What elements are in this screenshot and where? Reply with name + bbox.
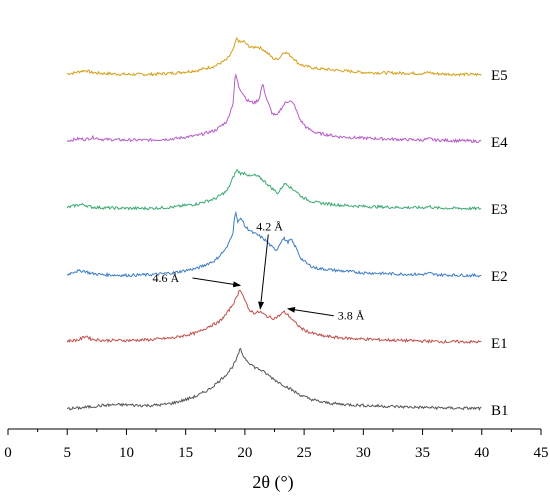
peak-annotation-arrow [192,277,242,288]
series-label-e2: E2 [491,269,508,285]
peak-annotation-label: 4.6 Å [153,271,180,285]
peak-annotation-label: 4.2 Å [256,219,283,233]
x-tick-label: 5 [63,445,71,461]
x-tick-label: 15 [178,445,193,461]
x-tick-label: 40 [474,445,489,461]
x-tick-label: 30 [356,445,371,461]
x-tick-label: 10 [119,445,134,461]
x-tick-label: 25 [297,445,312,461]
peak-annotation-arrow [286,306,334,317]
series-line-e2 [66,210,482,278]
x-axis-label: 2θ (°) [252,472,293,493]
x-tick-label: 45 [534,445,549,461]
annotation-layer: 4.6 Å 4.2 Å 3.8 Å [153,219,365,322]
series-line-e1 [66,289,482,344]
series-line-e3 [66,169,482,211]
peak-annotation-arrow [258,234,269,310]
x-tick-label: 35 [415,445,430,461]
series-line-b1 [66,347,482,411]
series-line-e5 [67,36,482,77]
series-label-e4: E4 [491,135,508,151]
series-line-e4 [66,72,482,144]
series-label-e3: E3 [491,202,508,218]
series-label-e5: E5 [491,68,508,84]
series-layer [66,36,482,411]
series-label-b1: B1 [491,403,509,419]
series-label-layer: E5 E4 E3 E2 E1 B1 [491,68,509,419]
x-tick-label: 0 [4,445,12,461]
x-tick-layer: 0 5 10 15 20 25 30 35 40 45 [4,429,549,461]
series-label-e1: E1 [491,336,508,352]
x-tick-label: 20 [237,445,252,461]
peak-annotation-label: 3.8 Å [338,309,365,323]
